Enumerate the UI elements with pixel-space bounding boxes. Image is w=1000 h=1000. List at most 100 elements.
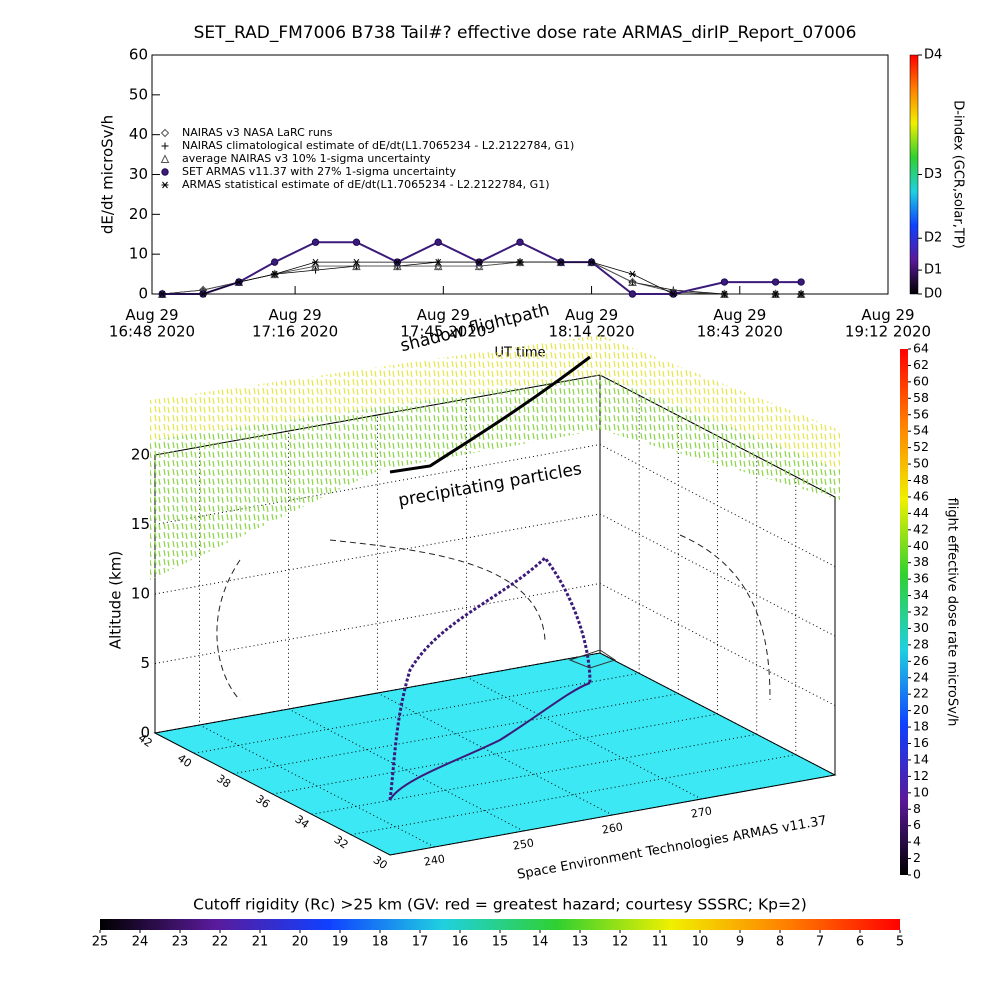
- colorbar-tick-label: 20: [913, 702, 929, 717]
- x-grid-line: [288, 431, 524, 832]
- y-tick-label: 36: [253, 792, 272, 811]
- colorbar: [900, 349, 908, 875]
- z-axis-label: Altitude (km): [107, 551, 125, 649]
- colorbar: [100, 919, 900, 930]
- asterisk-marker: [475, 258, 483, 266]
- legend-label: NAIRAS climatological estimate of dE/dt(…: [182, 139, 574, 152]
- y-tick-label: 30: [371, 853, 390, 872]
- triangle-marker: [311, 261, 320, 271]
- x-tick-label: Aug 29 19:12 2020: [845, 306, 931, 341]
- cutoff-contour: [216, 534, 771, 701]
- y-tick-label: 50: [129, 85, 148, 103]
- legend-label: NAIRAS v3 NASA LaRC runs: [182, 126, 333, 139]
- legend-label: SET ARMAS v11.37 with 27% 1-sigma uncert…: [182, 165, 456, 178]
- colorbar-tick-label: 60: [913, 373, 929, 388]
- z-grid-line: [154, 513, 836, 637]
- colorbar-tick-label: 12: [913, 768, 929, 783]
- colorbar-tick-label: 13: [572, 935, 589, 950]
- circle-marker: [516, 238, 524, 246]
- y-tick-label: 42: [136, 731, 155, 750]
- asterisk-marker: [797, 290, 805, 298]
- asterisk-marker: [434, 258, 442, 266]
- asterisk-marker: [628, 270, 636, 278]
- x-tick-label: Aug 29 17:16 2020: [252, 306, 338, 341]
- legend-label: ARMAS statistical estimate of dE/dt(L1.7…: [182, 178, 549, 191]
- colorbar-tick-label: 54: [913, 423, 929, 438]
- asterisk-marker: [588, 258, 596, 266]
- colorbar-tick-label: 12: [612, 935, 629, 950]
- x-tick-label: Aug 29 17:45 2020: [400, 306, 486, 341]
- y-grid-line: [194, 395, 640, 754]
- asterisk-marker: [516, 258, 524, 266]
- triangle-marker: [393, 261, 402, 271]
- colorbar-tick-label: 10: [913, 784, 929, 799]
- colorbar-tick-label: 20: [292, 935, 309, 950]
- y-tick-label: 40: [175, 752, 194, 771]
- colorbar-tick-label: 17: [412, 935, 429, 950]
- colorbar-tick-label: 56: [913, 406, 929, 421]
- colorbar-tick-label: 24: [913, 669, 929, 684]
- colorbar-tick-label: 10: [692, 935, 709, 950]
- x-tick-label: 250: [512, 836, 535, 852]
- asterisk-marker: [235, 278, 243, 286]
- colorbar-tick-label: 58: [913, 390, 929, 405]
- asterisk-marker: [557, 258, 565, 266]
- y-tick-label: 20: [129, 205, 148, 223]
- colorbar-tick-label: 21: [252, 935, 269, 950]
- dose-field: [150, 335, 840, 470]
- colorbar-tick-label: 22: [913, 686, 929, 701]
- colorbar-tick-label: 40: [913, 538, 929, 553]
- circle-marker: [720, 278, 729, 286]
- colorbar-tick-label: 62: [913, 357, 929, 372]
- shadow-path: [389, 682, 591, 801]
- colorbar-tick-label: 28: [913, 636, 929, 651]
- z-tick-label: 5: [140, 654, 150, 672]
- circle-marker: [434, 238, 442, 246]
- flight-path-shadow-top: [389, 355, 591, 474]
- chart-title: SET_RAD_FM7006 B738 Tail#? effective dos…: [194, 23, 857, 43]
- asterisk-marker: [158, 290, 166, 298]
- asterisk-marker: [669, 290, 677, 298]
- colorbar-tick-label: 4: [913, 834, 921, 849]
- y-grid-line: [233, 415, 679, 775]
- colorbar-tick-label: 15: [492, 935, 509, 950]
- circle-marker: [771, 278, 780, 286]
- y-tick-label: 32: [332, 833, 351, 852]
- y-tick-label: 34: [292, 813, 311, 832]
- colorbar-tick-label: 6: [856, 935, 864, 950]
- colorbar-tick-label: 6: [913, 817, 921, 832]
- colorbar-tick-label: 14: [913, 751, 929, 766]
- colorbar-tick-label: 46: [913, 488, 929, 503]
- legend-marker: [160, 154, 170, 163]
- colorbar-tick-label: 14: [532, 935, 549, 950]
- y2-tick-label: D3: [924, 167, 942, 182]
- colorbar-tick-label: 23: [172, 935, 189, 950]
- flight-decoration: [150, 335, 840, 801]
- y2-axis-label: D-index (GCR,solar,TP): [951, 100, 966, 248]
- colorbar-tick-label: 30: [913, 620, 929, 635]
- colorbar-tick-label: 9: [736, 935, 744, 950]
- colorbar-tick-label: 16: [452, 935, 469, 950]
- z-tick-label: 10: [131, 585, 150, 603]
- colorbar-tick-label: 34: [913, 587, 929, 602]
- colorbar-tick-label: 0: [913, 867, 921, 882]
- x-tick-label: 240: [423, 852, 446, 868]
- asterisk-marker: [352, 258, 360, 266]
- d-index-colorbar: [909, 54, 919, 295]
- y-tick-label: 38: [214, 772, 233, 791]
- colorbar-tick-label: 18: [372, 935, 389, 950]
- colorbar-tick-label: 11: [652, 935, 669, 950]
- legend-marker: [161, 181, 169, 189]
- y-tick-label: 40: [129, 125, 148, 143]
- colorbar-label: flight effective dose rate microSv/h: [945, 498, 960, 727]
- z-tick-label: 20: [131, 446, 150, 464]
- y-tick-label: 30: [129, 165, 148, 183]
- airport: [568, 649, 617, 669]
- x-tick-label: 260: [601, 820, 624, 836]
- y2-tick-label: D1: [924, 263, 942, 278]
- asterisk-marker: [772, 290, 780, 298]
- colorbar-tick-label: 5: [896, 935, 904, 950]
- asterisk-marker: [312, 258, 320, 266]
- dose-field: [150, 375, 840, 580]
- x-tick-label: Aug 29 16:48 2020: [109, 306, 195, 341]
